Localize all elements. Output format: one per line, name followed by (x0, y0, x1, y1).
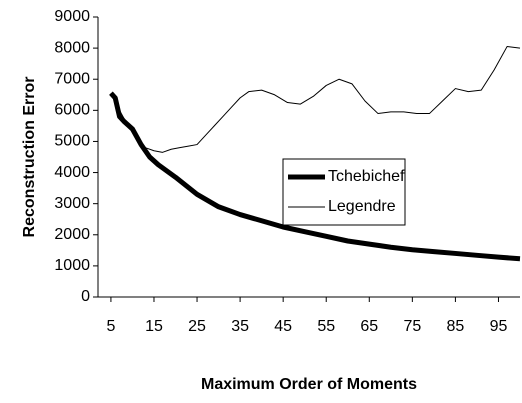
x-tick-label: 85 (447, 318, 465, 335)
x-tick-label: 45 (274, 318, 292, 335)
x-tick-label: 55 (317, 318, 335, 335)
legend-label: Tchebichef (328, 168, 405, 185)
x-tick-label: 75 (403, 318, 421, 335)
y-tick-label: 0 (81, 288, 90, 305)
y-tick-label: 6000 (54, 102, 90, 119)
y-tick-label: 1000 (54, 257, 90, 274)
x-tick-label: 65 (360, 318, 378, 335)
y-tick-label: 4000 (54, 164, 90, 181)
y-tick-label: 8000 (54, 39, 90, 56)
legend-label: Legendre (328, 198, 396, 215)
x-tick-label: 5 (106, 318, 115, 335)
legend-box (282, 158, 406, 226)
y-tick-label: 9000 (54, 8, 90, 25)
y-axis-label: Reconstruction Error (21, 77, 38, 238)
x-tick-label: 35 (231, 318, 249, 335)
y-tick-label: 2000 (54, 226, 90, 243)
x-axis-label: Maximum Order of Moments (201, 376, 417, 393)
series-line (109, 91, 521, 262)
y-tick-label: 3000 (54, 195, 90, 212)
series-line (110, 46, 521, 153)
y-tick-label: 5000 (54, 133, 90, 150)
x-tick-label: 95 (490, 318, 508, 335)
x-tick-label: 15 (145, 318, 163, 335)
x-tick-label: 25 (188, 318, 206, 335)
y-tick-label: 7000 (54, 70, 90, 87)
